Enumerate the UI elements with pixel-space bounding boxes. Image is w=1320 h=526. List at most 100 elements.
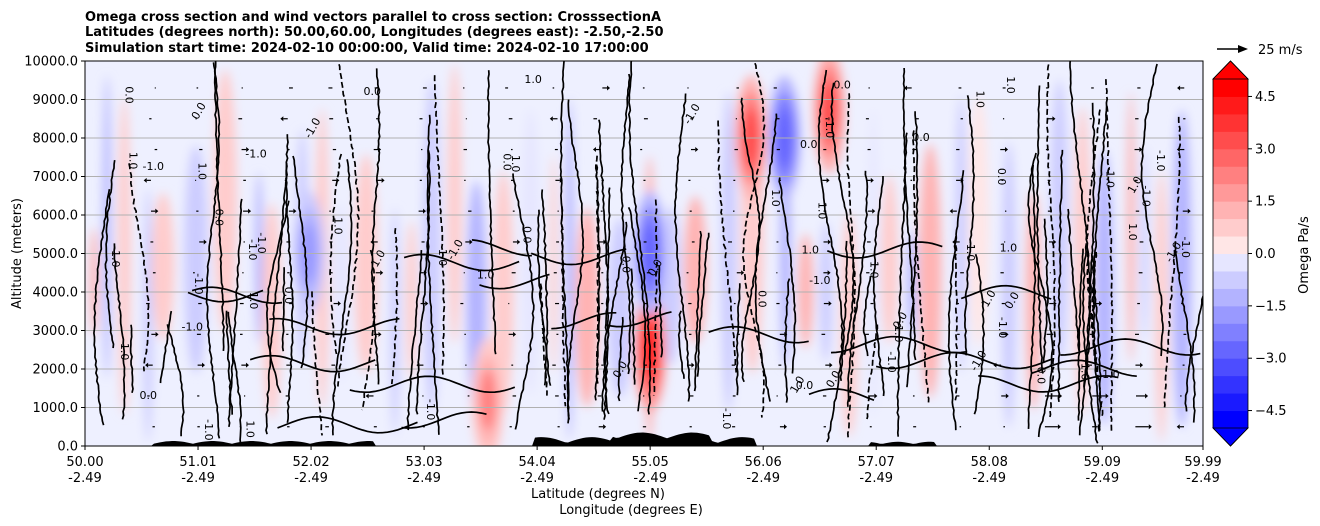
contour-label: -1.0 [823,117,836,138]
x-tick-label-latitude: 56.06 [745,455,782,470]
contour-line [187,289,264,303]
contour-label: 1.0 [126,152,139,170]
omega-field [89,61,1192,446]
contour-line [486,70,497,355]
contour-line [426,114,440,435]
contour-line-negative [1105,79,1114,432]
omega-cell [1172,110,1192,428]
contour-line [693,230,703,392]
contour-line [808,387,875,401]
contour-line [673,93,691,402]
contour-line [1027,164,1037,429]
contour-line-negative [865,324,879,421]
contour-line [830,82,855,355]
colorbar-tick-label: −3.0 [1255,352,1287,367]
wind-vector-head [603,239,607,245]
contour-label: -1.0 [996,317,1009,338]
contour-line [1077,248,1084,421]
contour-label: 1.0 [247,292,260,310]
contour-label: 0.0 [521,226,534,244]
colorbar-tick-label: 4.5 [1255,90,1276,105]
wind-vector-head [425,301,429,307]
wind-vector-head [370,239,374,245]
omega-cell [354,154,378,374]
contour-line-negative [1086,109,1104,418]
contour-label: -1.0 [1140,185,1153,206]
omega-cell [521,109,540,395]
omega-cell [1001,141,1016,428]
contour-label: 1.0 [509,155,522,173]
y-tick-label: 5000.0 [33,247,79,262]
contour-line [530,248,627,266]
x-tick-label-latitude: 54.04 [519,455,556,470]
terrain-profile [85,432,1203,446]
contour-label: -1.0 [424,399,437,420]
contour-label: 0.0 [619,256,632,274]
wind-vector-head [143,177,147,183]
wind-vectors [143,85,1191,430]
omega-cell [1025,190,1041,411]
x-tick-label-longitude: -2.49 [746,471,780,486]
contour-label: -1.0 [142,160,163,173]
wind-vector-head [960,177,964,183]
omega-cell [881,175,898,344]
contour-line [754,113,778,402]
contour-label: -1.0 [255,232,268,253]
wind-vector-head [1176,147,1180,153]
contour-label: 0.0 [912,131,930,144]
contour-label: 1.0 [196,163,209,181]
x-tick-label-longitude: -2.49 [68,471,102,486]
contour-line [740,97,761,383]
contour-line [1057,149,1064,403]
contour-line [875,351,1052,370]
omega-cell [798,233,814,348]
wind-vector-head [155,208,159,214]
contour-line [696,232,710,377]
contour-line-negative [311,291,324,436]
omega-extremum [821,81,838,142]
omega-cell [151,192,175,341]
contour-label: 1.0 [1004,76,1017,94]
y-tick-label: 7000.0 [33,170,79,185]
omega-cell [919,144,942,398]
colorbar-label: Omega Pa/s [1297,216,1312,294]
wind-vector-head [827,239,831,245]
wind-vector-head [245,362,249,368]
contour-label: -1.0 [892,321,905,342]
y-tick-label: 10000.0 [24,55,78,70]
quiver-key-label: 25 m/s [1258,43,1303,58]
x-tick-label-latitude: 57.07 [858,455,895,470]
contour-label: 1.0 [331,217,344,235]
colorbar-tick-label: 1.5 [1255,195,1276,210]
x-tick-label-longitude: -2.49 [294,471,328,486]
y-tick-label: 3000.0 [33,324,79,339]
wind-vector-head [1050,331,1054,337]
contour-line [551,311,617,330]
colorbar-segment [1213,131,1248,150]
wind-vector-head [784,424,788,430]
colorbar-extend-max [1212,60,1249,80]
y-tick-label: 8000.0 [33,132,79,147]
wind-vector-head [1059,393,1063,399]
contour-line [166,324,185,437]
contour-line-negative [954,236,959,401]
contour-line [902,67,917,361]
contour-label: -1.0 [182,321,203,334]
wind-vector-head [1005,393,1009,399]
wind-vector-head [952,239,956,245]
wind-vector-head [870,177,874,183]
wind-vector-head [422,208,426,214]
colorbar-segment [1213,270,1248,289]
contour-label: 1.0 [816,202,829,220]
wind-vector-head [784,331,788,337]
contour-line [906,111,919,388]
x-tick-label-longitude: -2.49 [1186,471,1220,486]
omega-cell [955,95,967,373]
contour-line [269,317,400,336]
x-tick-label-longitude: -2.49 [520,471,554,486]
contour-line [783,278,791,403]
quiver-key-arrow-head [1238,45,1248,53]
wind-vector-head [1140,362,1144,368]
colorbar-segment [1213,183,1248,202]
x-tick-label-longitude: -2.49 [972,471,1006,486]
